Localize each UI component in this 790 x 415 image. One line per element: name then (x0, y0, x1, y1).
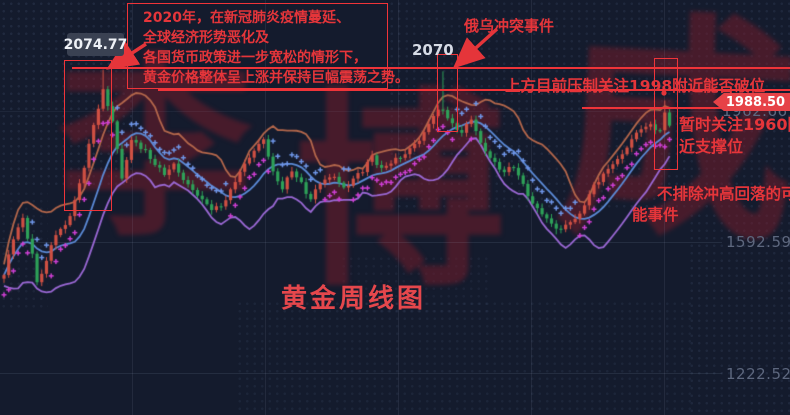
covid-note-line: 各国货币政策进一步宽松的情形下， (143, 50, 367, 66)
highlight-box-2020-rally (64, 60, 112, 211)
resistance-line-2070 (72, 67, 790, 69)
peak-price-tag: 2074.77 (64, 33, 127, 56)
resistance-note: 上方目前压制关注1998附近能否破位 (505, 77, 766, 95)
highlight-box-war-spike (437, 54, 458, 132)
war-event-label: 俄乌冲突事件 (464, 17, 555, 35)
resistance-line-1998 (158, 89, 790, 91)
support-note-line1: 暂时关注1960附 (679, 115, 790, 134)
covid-note-text: 2020年，在新冠肺炎疫情蔓延、 全球经济形势恶化及 各国货币政策进一步宽松的情… (143, 8, 409, 88)
axis-label-1222: 1222.52 (726, 365, 790, 383)
spike-price-label: 2070 (412, 41, 454, 59)
pullback-note-line2: 能事件 (632, 206, 679, 224)
covid-note-line: 黄金价格整体呈上涨并保持巨幅震荡之势。 (143, 70, 409, 86)
chart-title: 黄金周线图 (281, 284, 427, 314)
covid-note-line: 全球经济形势恶化及 (143, 30, 269, 46)
covid-note-line: 2020年，在新冠肺炎疫情蔓延、 (143, 10, 350, 26)
highlight-box-current-rally (654, 58, 678, 170)
pullback-note-line1: 不排除冲高回落的可 (657, 185, 790, 203)
support-line-1960 (582, 107, 790, 109)
support-note-line2: 近支撑位 (679, 137, 744, 156)
last-price-badge: 1988.50 (713, 93, 790, 111)
axis-label-1592: 1592.59 (726, 233, 790, 251)
